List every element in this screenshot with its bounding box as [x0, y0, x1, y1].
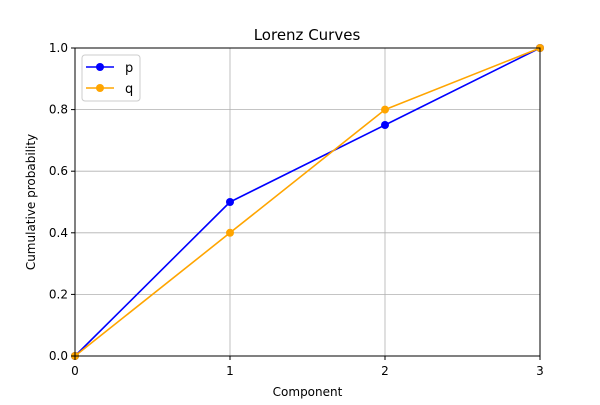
y-tick-label: 1.0: [49, 41, 68, 55]
series-layer: [71, 44, 544, 360]
x-tick-label: 3: [536, 364, 544, 378]
x-axis-label: Component: [273, 385, 343, 399]
y-tick-label: 0.2: [49, 287, 68, 301]
legend-entry-p: p: [86, 61, 133, 76]
series-q-point: [381, 105, 389, 114]
legend-swatch-marker: [96, 63, 104, 71]
y-axis-label: Cumulative probability: [24, 134, 38, 270]
grid: [74, 47, 541, 357]
legend-label: q: [125, 82, 133, 97]
legend-swatch-marker: [96, 84, 104, 92]
y-tick-label: 0.4: [49, 226, 68, 240]
chart-title: Lorenz Curves: [254, 26, 361, 44]
legend-entry-q: q: [86, 82, 133, 97]
series-q-point: [226, 228, 234, 237]
series-p-point: [381, 121, 389, 129]
x-tick-label: 1: [226, 364, 234, 378]
plot-frame: [74, 47, 541, 357]
y-tick-label: 0.8: [49, 103, 68, 117]
series-p-line: [74, 47, 541, 357]
legend: pq: [81, 54, 141, 102]
axis-ticks: 0 1 2 3 0.0 0.2 0.4 0.6 0.8 1.0: [49, 41, 544, 378]
y-tick-label: 0.0: [49, 349, 68, 363]
series-p-point: [226, 198, 234, 206]
series-q: [71, 44, 544, 360]
legend-label: p: [125, 61, 133, 76]
series-q-line: [74, 47, 541, 357]
legend-entries: pq: [86, 61, 133, 97]
series-p: [71, 44, 544, 360]
x-tick-label: 0: [71, 364, 79, 378]
x-tick-label: 2: [381, 364, 389, 378]
y-tick-label: 0.6: [49, 164, 68, 178]
